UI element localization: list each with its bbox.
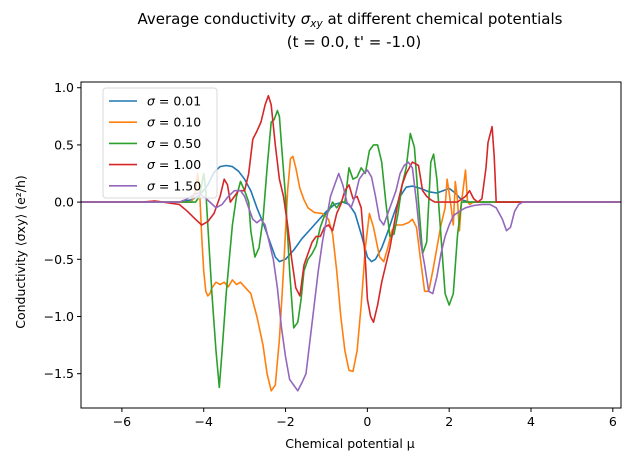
- x-tick-label: −2: [276, 414, 294, 429]
- x-tick-label: 2: [445, 414, 453, 429]
- chart-title-line2: (t = 0.0, t' = -1.0): [287, 33, 421, 51]
- y-tick-label: 0.5: [54, 137, 74, 152]
- series-line-3: [81, 94, 621, 323]
- y-tick-label: 1.0: [54, 80, 74, 95]
- x-tick-label: 4: [527, 414, 535, 429]
- legend-label: σ = 1.50: [147, 178, 201, 193]
- y-tick-label: 0.0: [54, 195, 74, 210]
- legend: σ = 0.01 σ = 0.10 σ = 0.50 σ = 1.00 σ = 1.50: [102, 87, 218, 199]
- chart-title-line1: Average conductivity σxy at different ch…: [138, 10, 563, 30]
- legend-label: σ = 1.00: [147, 157, 201, 172]
- legend-label: σ = 0.01: [147, 94, 201, 109]
- x-tick-label: −6: [113, 414, 131, 429]
- legend-label: σ = 0.50: [147, 136, 201, 151]
- axes-frame: [80, 81, 622, 409]
- y-tick-label: −1.0: [44, 309, 74, 324]
- y-tick-label: −0.5: [44, 252, 74, 267]
- x-axis-ticks: −6 −4 −2 0 2 4 6: [113, 408, 617, 429]
- series-line-4: [81, 161, 621, 392]
- x-tick-label: 6: [609, 414, 617, 429]
- x-axis-label: Chemical potential μ: [285, 436, 415, 451]
- y-axis-label: Conductivity ⟨σxy⟩ (e²/h): [13, 175, 28, 329]
- legend-label: σ = 0.10: [147, 115, 201, 130]
- x-tick-label: 0: [363, 414, 371, 429]
- plot-lines: [81, 94, 621, 392]
- legend-box: [102, 87, 218, 199]
- series-line-2: [81, 109, 621, 389]
- y-tick-label: −1.5: [44, 366, 74, 381]
- y-axis-ticks: −1.5 −1.0 −0.5 0.0 0.5 1.0: [44, 80, 81, 381]
- x-tick-label: −4: [195, 414, 213, 429]
